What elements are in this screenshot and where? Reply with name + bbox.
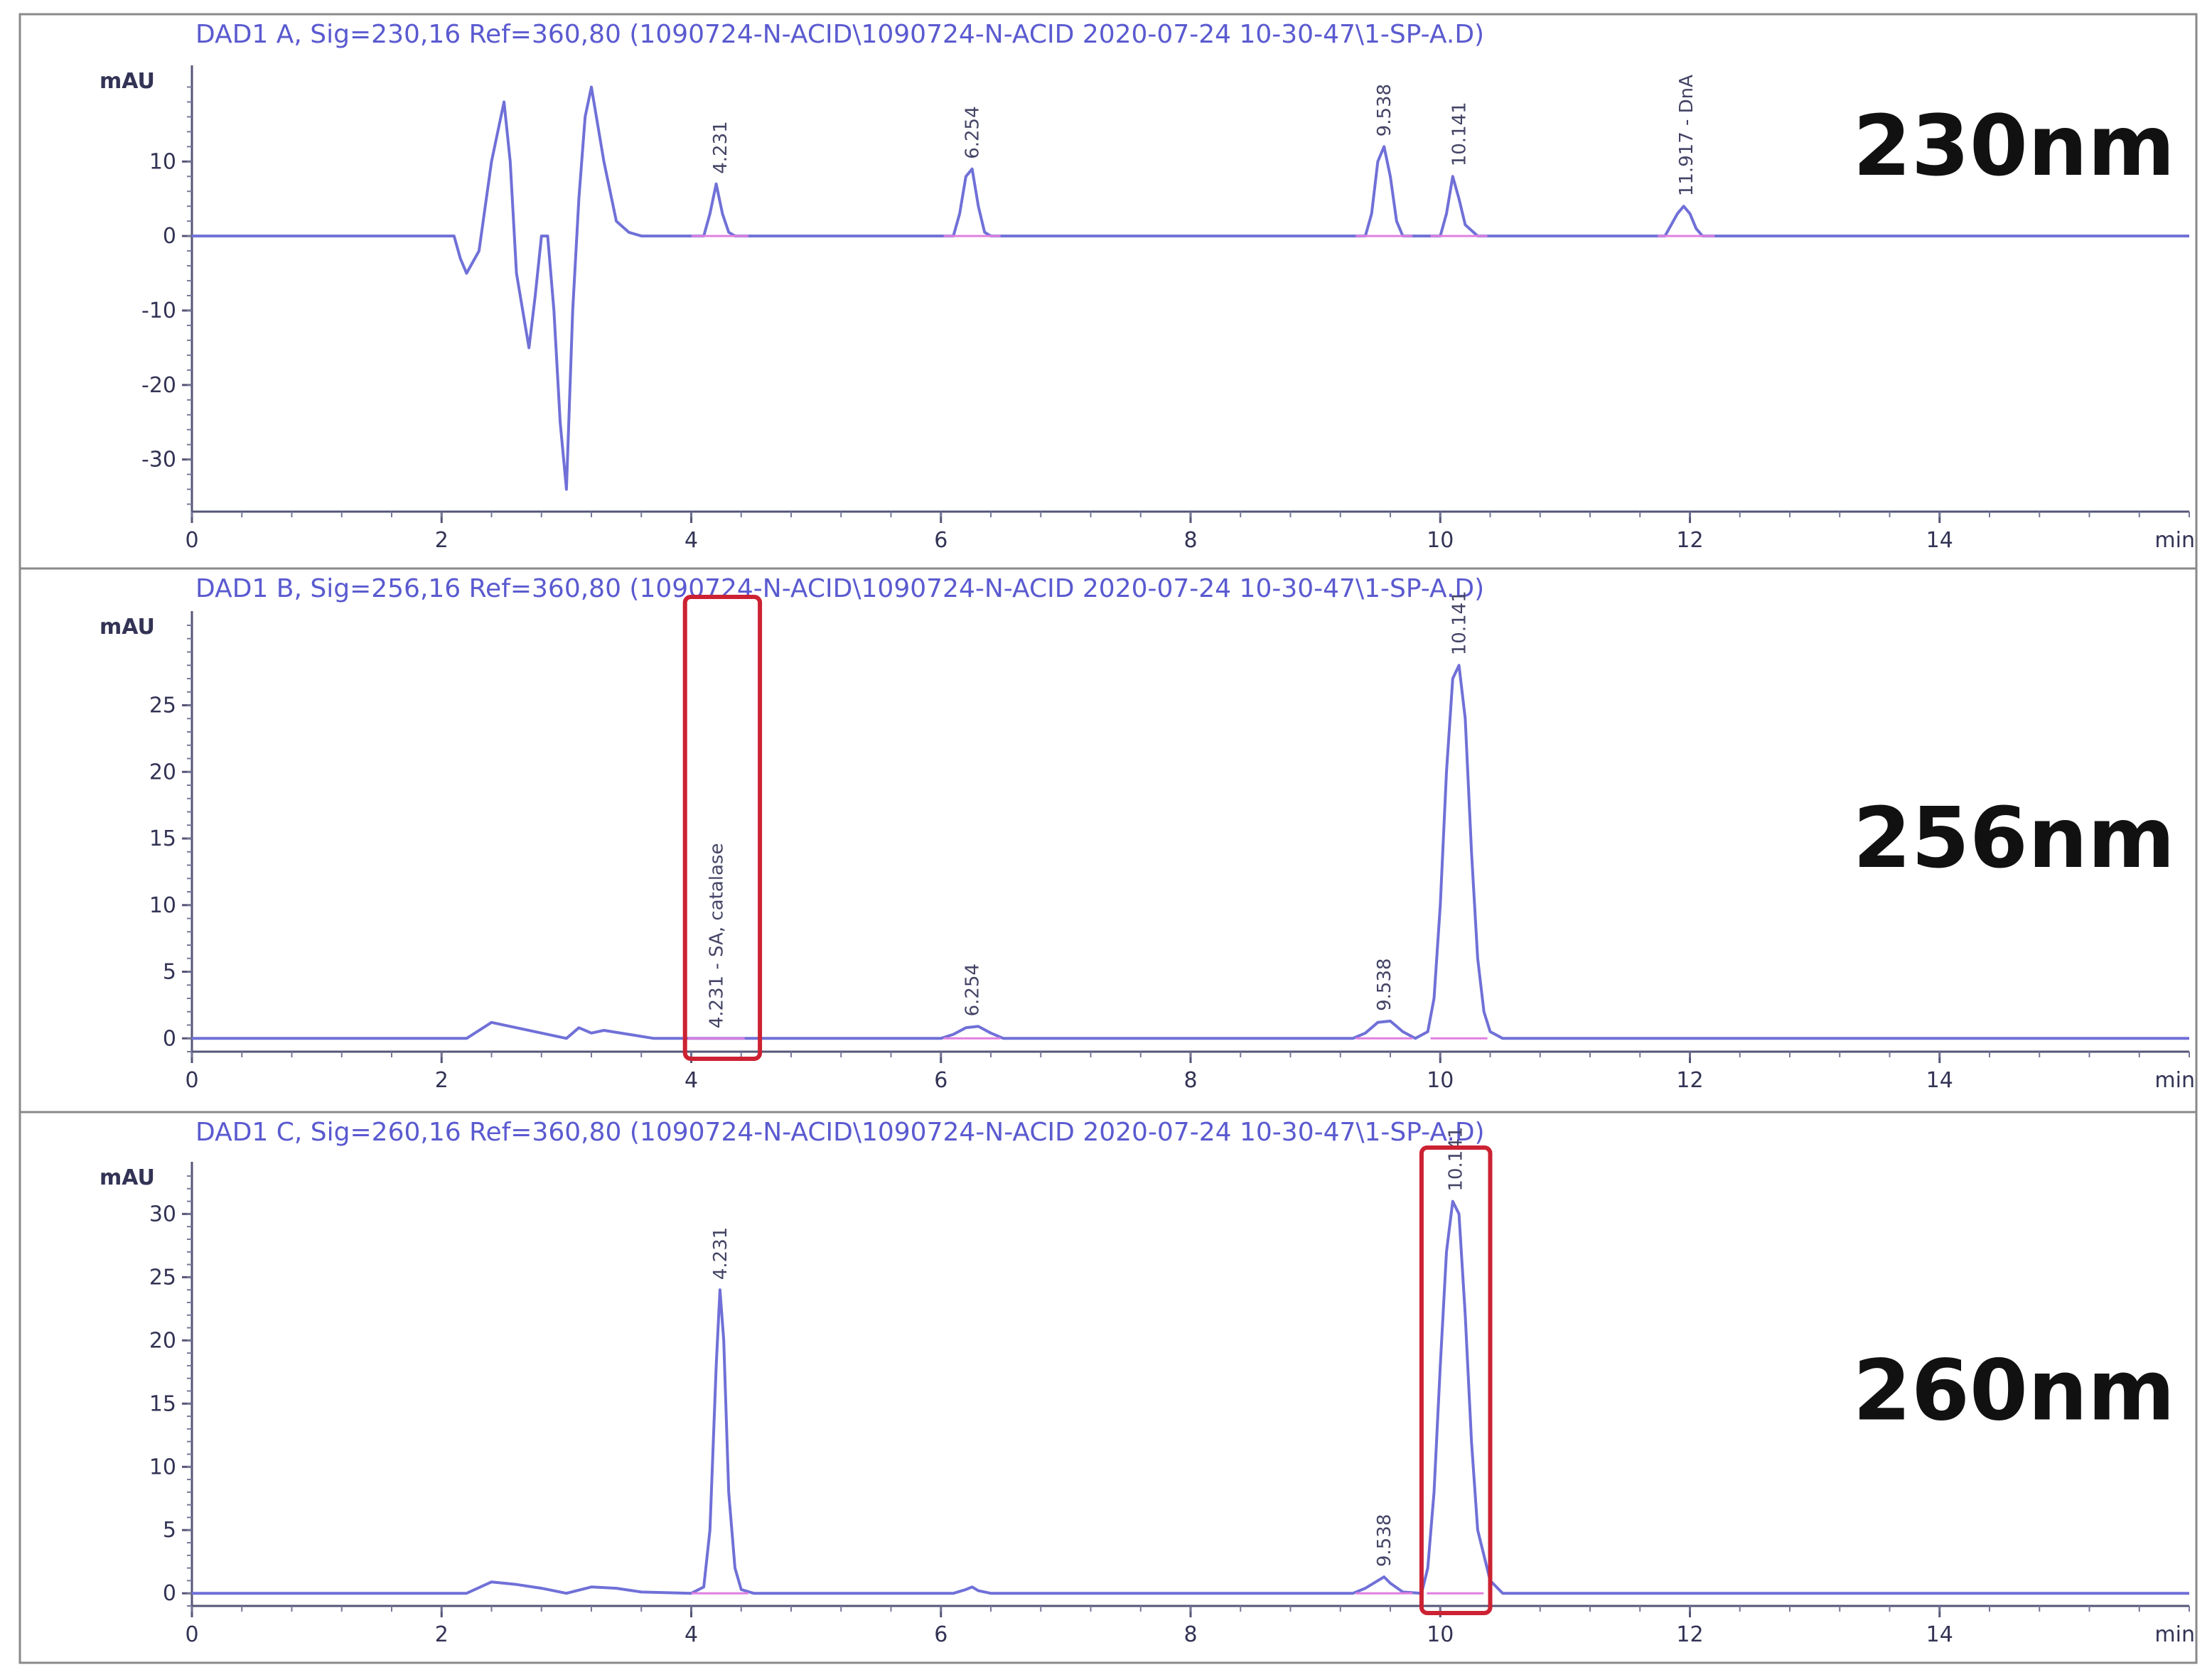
panel-1-y-tick-label: -10	[141, 298, 176, 323]
panel-1-x-tick-label: 6	[934, 528, 947, 553]
panel-3-x-tick-label: 14	[1926, 1622, 1953, 1647]
panel-2-wavelength-label: 256nm	[1853, 789, 2175, 887]
panel-3-x-tick-label: 10	[1427, 1622, 1454, 1647]
panel-3-x-tick-label: 6	[934, 1622, 947, 1647]
panel-2-y-tick-label: 20	[149, 760, 176, 784]
panel-2-x-tick-label: 6	[934, 1068, 947, 1093]
panel-2-x-tick-label: 0	[185, 1068, 198, 1093]
panel-3-x-tick-label: 4	[684, 1622, 698, 1647]
panel-3-peak-label: 10.141	[1445, 1127, 1466, 1192]
panel-1-signal-header: DAD1 A, Sig=230,16 Ref=360,80 (1090724-N…	[195, 20, 1484, 49]
panel-1-y-tick-label: -30	[141, 448, 176, 473]
panel-2-signal-trace	[192, 664, 2189, 1040]
panel-1-x-tick-label: 4	[684, 528, 698, 553]
panel-2-x-tick-label: 12	[1676, 1068, 1703, 1093]
panel-3-highlight-box	[1419, 1145, 1493, 1615]
panel-1-peak-label: 9.538	[1374, 84, 1395, 136]
panel-2-x-tick-label: 2	[435, 1068, 449, 1093]
panel-1-x-tick-label: 14	[1926, 528, 1953, 553]
panel-1-peak-label: 10.141	[1449, 102, 1471, 166]
panel-2-signal-header: DAD1 B, Sig=256,16 Ref=360,80 (1090724-N…	[195, 574, 1484, 603]
panel-3-x-unit-label: min	[2154, 1622, 2195, 1647]
panel-2-y-tick-label: 10	[149, 893, 176, 918]
panel-1-x-tick-label: 10	[1427, 528, 1454, 553]
panel-1-wavelength-label: 230nm	[1853, 97, 2175, 195]
panel-3-signal-trace	[192, 1199, 2189, 1595]
panel-3-y-tick-label: 0	[163, 1581, 176, 1606]
panel-3-y-tick-label: 15	[149, 1391, 176, 1416]
panel-2-peak-label: 10.141	[1449, 591, 1471, 655]
panel-3-x-tick-label: 12	[1676, 1622, 1703, 1647]
panel-2-peak-label: 6.254	[962, 964, 984, 1016]
panel-1-y-tick-label: 10	[149, 149, 176, 174]
panel-1-x-tick-label: 8	[1183, 528, 1197, 553]
panel-1-peak-label: 11.917 - DnA	[1676, 75, 1697, 196]
panel-2-peak-label: 9.538	[1374, 958, 1395, 1010]
panel-2-y-tick-label: 15	[149, 826, 176, 851]
panel-2-x-tick-label: 10	[1427, 1068, 1454, 1093]
panel-3-signal-header: DAD1 C, Sig=260,16 Ref=360,80 (1090724-N…	[195, 1118, 1485, 1147]
panel-3-x-tick-label: 2	[435, 1622, 449, 1647]
panel-1-peak-label: 6.254	[962, 106, 984, 158]
figure-frame	[18, 13, 2198, 1664]
panel-1-y-tick-label: -20	[141, 373, 176, 398]
panel-1-x-tick-label: 0	[185, 528, 198, 553]
panel-1-x-tick-label: 2	[435, 528, 449, 553]
panel-3-x-tick-label: 8	[1183, 1622, 1197, 1647]
panel-1-signal-trace	[192, 85, 2189, 491]
panel-1-x-unit-label: min	[2154, 528, 2195, 553]
panel-3-x-tick-label: 0	[185, 1622, 198, 1647]
panel-3-y-tick-label: 5	[163, 1518, 176, 1543]
panel-1-y-tick-label: 0	[163, 224, 176, 249]
panel-3-y-tick-label: 10	[149, 1455, 176, 1479]
panel-2-x-tick-label: 14	[1926, 1068, 1953, 1093]
panel-3-peak-label: 9.538	[1374, 1514, 1395, 1567]
panel-3-wavelength-label: 260nm	[1853, 1342, 2175, 1440]
panel-1-y-unit-label: mAU	[100, 69, 155, 94]
panel-3-y-tick-label: 25	[149, 1265, 176, 1290]
panel-2-y-tick-label: 25	[149, 694, 176, 718]
panel-1-x-tick-label: 12	[1676, 528, 1703, 553]
panel-3-y-tick-label: 20	[149, 1328, 176, 1353]
panel-2-y-tick-label: 5	[163, 960, 176, 985]
panel-3-y-tick-label: 30	[149, 1202, 176, 1226]
panel-2-peak-label: 4.231 - SA, catalase	[707, 843, 728, 1029]
panel-1-peak-label: 4.231	[710, 121, 731, 173]
panel-2-y-unit-label: mAU	[100, 615, 155, 640]
panel-3-peak-label: 4.231	[710, 1227, 731, 1280]
panel-3-y-unit-label: mAU	[100, 1165, 155, 1190]
panel-2-y-tick-label: 0	[163, 1026, 176, 1051]
panel-2-x-unit-label: min	[2154, 1068, 2195, 1093]
panel-2-highlight-box	[682, 595, 763, 1061]
panel-2-x-tick-label: 4	[684, 1068, 698, 1093]
panel-2-x-tick-label: 8	[1183, 1068, 1197, 1093]
